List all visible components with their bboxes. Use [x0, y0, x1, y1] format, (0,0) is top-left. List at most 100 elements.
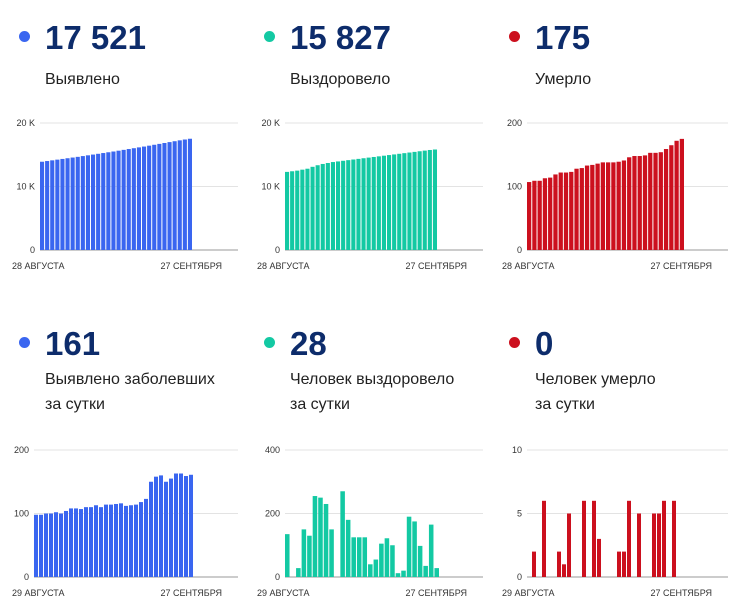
bar [662, 500, 666, 577]
bar [390, 545, 395, 577]
bar [542, 178, 548, 250]
y-tick-label: 20 K [16, 118, 35, 128]
bar [672, 500, 676, 577]
bar [362, 537, 368, 577]
bar [622, 551, 626, 577]
bar [679, 138, 684, 251]
bar [116, 150, 121, 250]
bar [406, 516, 412, 577]
bar [129, 505, 133, 577]
bar [652, 513, 656, 577]
stat-value: 0 [535, 325, 554, 362]
bar [179, 473, 183, 577]
bar [164, 481, 168, 577]
stat-value: 17 521 [45, 19, 146, 56]
bar [323, 503, 329, 577]
bar [532, 180, 537, 250]
bar [40, 161, 45, 250]
bar [423, 565, 428, 577]
bar [657, 513, 661, 577]
legend-dot [19, 337, 30, 348]
bar [658, 152, 663, 250]
panel-recovered-total: 15 827 Выздоровело 0 10 K 20 K 28 АВГУСТА 27 С… [245, 0, 490, 306]
bar [361, 158, 366, 250]
bar [553, 174, 558, 250]
bar [428, 524, 434, 577]
bar [558, 172, 563, 250]
bar [159, 475, 163, 577]
bar [126, 149, 131, 250]
bar [310, 166, 315, 250]
stat-value: 28 [290, 325, 327, 362]
bar [542, 500, 546, 577]
bar-chart: 0 10 K 20 K 28 АВГУСТА 27 СЕНТЯБРЯ [257, 118, 483, 271]
bar [75, 156, 80, 250]
bar [356, 158, 361, 250]
stat-label-line: Выявлено [45, 71, 120, 88]
bar [336, 161, 341, 250]
bar [45, 161, 50, 250]
bar [124, 505, 128, 577]
bar [674, 140, 679, 250]
bar [134, 504, 138, 577]
bar-chart: 0 200 400 29 АВГУСТА 27 СЕНТЯБРЯ [257, 445, 483, 598]
bar [402, 153, 407, 250]
x-label-end: 27 СЕНТЯБРЯ [650, 261, 712, 271]
bar [395, 573, 401, 577]
stat-label: Выздоровело [290, 67, 390, 92]
y-tick-label: 400 [265, 445, 280, 455]
legend-dot [509, 31, 520, 42]
y-tick-label: 0 [24, 572, 29, 582]
y-tick-label: 10 K [261, 182, 280, 192]
bar [300, 169, 305, 250]
bar [627, 500, 631, 577]
x-label-end: 27 СЕНТЯБРЯ [650, 588, 712, 598]
bar [432, 149, 437, 250]
bar [290, 171, 295, 250]
bar [139, 502, 143, 577]
x-label-end: 27 СЕНТЯБРЯ [405, 588, 467, 598]
bar [34, 514, 38, 577]
bar [595, 163, 600, 250]
bar [341, 160, 346, 250]
x-label-start: 28 АВГУСТА [502, 261, 555, 271]
bar [325, 163, 330, 250]
x-label-start: 29 АВГУСТА [12, 588, 65, 598]
bar [111, 151, 116, 250]
bar [49, 513, 53, 577]
bar [101, 153, 106, 250]
y-tick-label: 200 [14, 445, 29, 455]
bar [356, 537, 362, 577]
y-tick-label: 200 [265, 509, 280, 519]
x-label-end: 27 СЕНТЯБРЯ [160, 588, 222, 598]
bar [315, 165, 320, 250]
stat-label-line: за сутки [45, 396, 105, 413]
stat-label-line: Выздоровело [290, 71, 391, 88]
bar [121, 149, 126, 250]
panel-recovered-daily: 28 Человек выздоровело за сутки 0 200 400 29 А… [245, 306, 490, 612]
bar [606, 162, 611, 250]
bar [379, 543, 384, 577]
y-tick-label: 100 [507, 182, 522, 192]
bar [149, 481, 153, 577]
bar [412, 151, 417, 250]
bar [131, 148, 136, 250]
bar [94, 505, 98, 577]
stat-label: Выявлено [45, 67, 120, 92]
y-tick-label: 10 [512, 445, 522, 455]
panel-detected-total: 17 521 Выявлено 0 10 K 20 K 28 АВГУСТА 27 СЕНТ… [0, 0, 245, 306]
bar [548, 177, 553, 250]
bar-chart: 0 10 K 20 K 28 АВГУСТА 27 СЕНТЯБРЯ [12, 118, 238, 271]
y-tick-label: 100 [14, 509, 29, 519]
bar [70, 157, 75, 250]
bar [427, 149, 432, 250]
bar [537, 180, 542, 250]
bar [669, 145, 674, 250]
bar [96, 153, 101, 250]
bar [91, 154, 96, 250]
bar [422, 150, 427, 250]
bar [621, 160, 627, 250]
legend-dot [509, 337, 520, 348]
bar [285, 171, 290, 250]
x-label-end: 27 СЕНТЯБРЯ [160, 261, 222, 271]
